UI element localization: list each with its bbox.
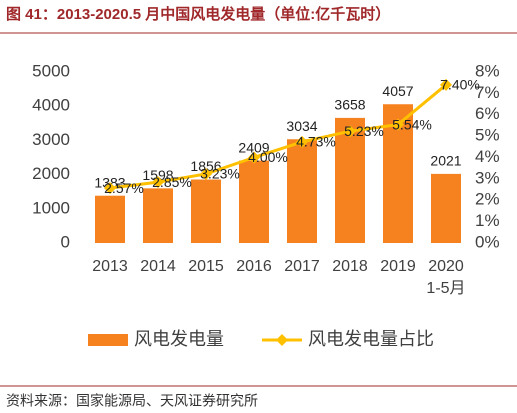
marker bbox=[248, 151, 260, 164]
chart-title: 图 41：2013-2020.5 月中国风电发电量（单位:亿千瓦时） bbox=[6, 5, 390, 23]
bar bbox=[239, 160, 269, 243]
y-tick-label: 3000 bbox=[32, 130, 70, 149]
marker bbox=[296, 135, 308, 148]
bar-value-label: 4057 bbox=[382, 83, 413, 99]
y2-tick-label: 7% bbox=[475, 83, 500, 102]
marker bbox=[392, 118, 404, 131]
line-value-label: 4.73% bbox=[296, 134, 336, 150]
legend-label: 风电发电量 bbox=[134, 329, 224, 349]
legend-swatch bbox=[276, 334, 288, 346]
bar-value-label: 3034 bbox=[286, 118, 317, 134]
bar-value-label: 1598 bbox=[142, 167, 173, 183]
y2-tick-label: 4% bbox=[475, 147, 500, 166]
marker bbox=[440, 78, 452, 91]
line bbox=[109, 83, 447, 190]
y2-tick-label: 2% bbox=[475, 190, 500, 209]
legend-swatch bbox=[88, 334, 128, 346]
marker bbox=[152, 176, 164, 189]
bar bbox=[287, 139, 317, 243]
y-tick-label: 2000 bbox=[32, 164, 70, 183]
y2-tick-label: 3% bbox=[475, 168, 500, 187]
x-tick-label: 2014 bbox=[140, 258, 176, 275]
line-value-label: 5.23% bbox=[344, 123, 384, 139]
bar-value-label: 2021 bbox=[430, 153, 461, 169]
y2-tick-label: 6% bbox=[475, 104, 500, 123]
bar bbox=[95, 195, 125, 243]
y2-tick-label: 1% bbox=[475, 211, 500, 230]
line-value-label: 2.85% bbox=[152, 174, 192, 190]
marker bbox=[104, 182, 116, 195]
x-tick-label: 2016 bbox=[236, 258, 272, 275]
y-tick-label: 0 bbox=[61, 232, 70, 251]
source: 资料来源：国家能源局、天风证券研究所 bbox=[6, 393, 258, 409]
bar bbox=[191, 179, 221, 243]
bar-value-label: 2409 bbox=[238, 139, 269, 155]
y2-tick-label: 0% bbox=[475, 232, 500, 251]
y2-tick-label: 5% bbox=[475, 126, 500, 145]
legend-label: 风电发电量占比 bbox=[308, 329, 434, 349]
line-value-label: 2.57% bbox=[104, 180, 144, 196]
y-tick-label: 5000 bbox=[32, 61, 70, 80]
x-tick-label: 2013 bbox=[92, 258, 128, 275]
line-value-label: 5.54% bbox=[392, 116, 432, 132]
x-tick-label: 2018 bbox=[332, 258, 368, 275]
marker bbox=[344, 125, 356, 138]
bar-value-label: 3658 bbox=[334, 97, 365, 113]
line-value-label: 3.23% bbox=[200, 166, 240, 182]
bar bbox=[431, 173, 461, 243]
line-value-label: 4.00% bbox=[248, 149, 288, 165]
y-tick-label: 4000 bbox=[32, 96, 70, 115]
y2-tick-label: 8% bbox=[475, 61, 500, 80]
y-tick-label: 1000 bbox=[32, 198, 70, 217]
line-value-label: 7.40% bbox=[440, 77, 480, 93]
x-tick-label: 2020 1-5月 bbox=[426, 258, 466, 297]
x-tick-label: 2017 bbox=[284, 258, 320, 275]
marker bbox=[200, 167, 212, 180]
bar bbox=[143, 188, 173, 243]
bar bbox=[335, 117, 365, 243]
x-tick-label: 2019 bbox=[380, 258, 416, 275]
x-tick-label: 2015 bbox=[188, 258, 224, 275]
